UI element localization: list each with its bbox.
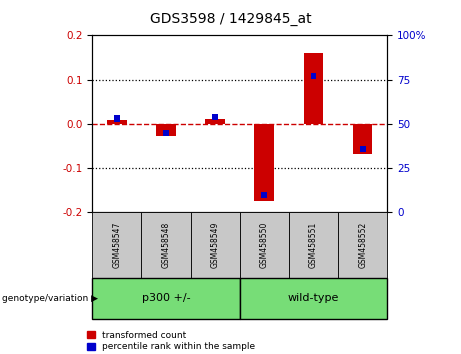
- Legend: transformed count, percentile rank within the sample: transformed count, percentile rank withi…: [88, 331, 255, 351]
- Bar: [261, 192, 267, 198]
- Text: GSM458550: GSM458550: [260, 222, 269, 268]
- Bar: [205, 119, 225, 124]
- Text: GDS3598 / 1429845_at: GDS3598 / 1429845_at: [150, 12, 311, 27]
- Text: GSM458547: GSM458547: [112, 222, 121, 268]
- Bar: [156, 124, 176, 136]
- Bar: [360, 145, 366, 152]
- Text: GSM458548: GSM458548: [161, 222, 171, 268]
- Bar: [304, 53, 323, 124]
- Bar: [254, 124, 274, 201]
- Text: GSM458551: GSM458551: [309, 222, 318, 268]
- Bar: [353, 124, 372, 154]
- Text: GSM458549: GSM458549: [211, 222, 219, 268]
- Text: p300 +/-: p300 +/-: [142, 293, 190, 303]
- Text: GSM458552: GSM458552: [358, 222, 367, 268]
- Text: genotype/variation ▶: genotype/variation ▶: [2, 294, 98, 303]
- Bar: [311, 73, 316, 79]
- Text: wild-type: wild-type: [288, 293, 339, 303]
- Bar: [212, 114, 218, 120]
- Bar: [114, 115, 120, 122]
- Bar: [107, 120, 127, 124]
- Bar: [163, 130, 169, 136]
